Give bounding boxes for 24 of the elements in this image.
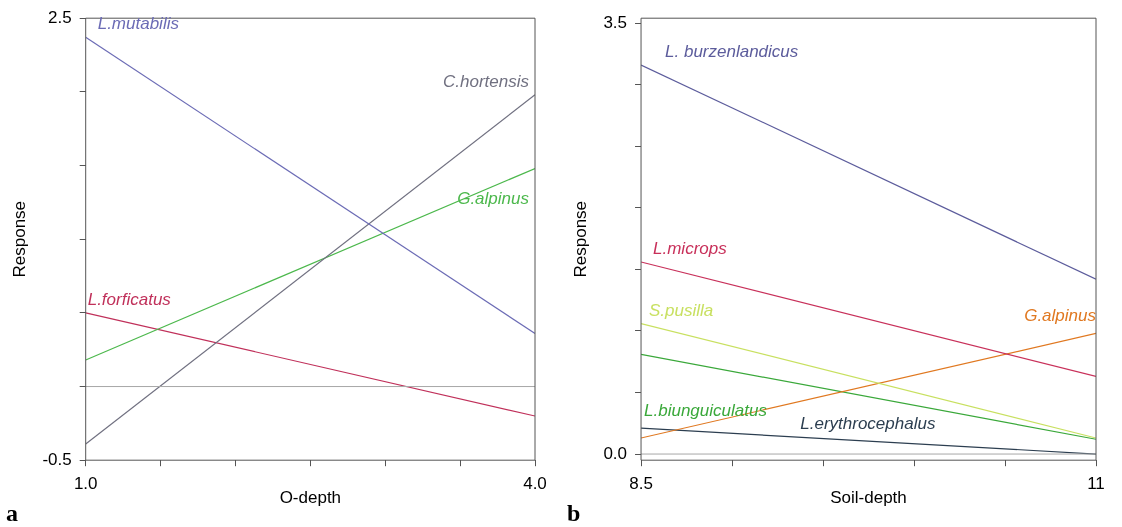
- series-label: G.alpinus: [1024, 306, 1097, 326]
- x-tick-label: 1.0: [73, 474, 98, 494]
- y-tick-label: 3.5: [603, 12, 628, 32]
- x-axis-title: O-depth: [279, 488, 342, 508]
- text: b: [567, 500, 581, 526]
- x-axis-title: Soil-depth: [830, 488, 907, 508]
- text: a: [6, 500, 18, 526]
- y-axis-title: Response: [9, 200, 29, 278]
- y-axis-title: Response: [570, 200, 590, 278]
- x-tick-label: 4.0: [523, 474, 547, 494]
- series-label: L.mutabilis: [97, 14, 180, 34]
- series-label: C.hortensis: [443, 71, 530, 91]
- y-tick-label: 2.5: [48, 7, 72, 27]
- series-label: L.biunguiculatus: [644, 401, 768, 421]
- series-label: L.forficatus: [87, 289, 172, 309]
- x-tick-label: 11: [1087, 474, 1105, 494]
- series-label: L.erythrocephalus: [800, 414, 936, 434]
- y-tick-label: -0.5: [42, 449, 72, 469]
- series-label: L. burzenlandicus: [665, 41, 799, 61]
- series-label: S.pusilla: [649, 300, 714, 320]
- y-tick-label: 0.0: [603, 443, 628, 463]
- x-tick-label: 8.5: [629, 474, 653, 494]
- series-label: L.microps: [653, 238, 728, 258]
- series-label: G.alpinus: [457, 189, 530, 209]
